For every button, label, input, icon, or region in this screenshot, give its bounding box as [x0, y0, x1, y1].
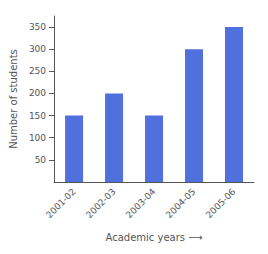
- svg-text:Academic years ⟶: Academic years ⟶: [106, 232, 203, 243]
- svg-text:2005-06: 2005-06: [204, 186, 238, 220]
- svg-text:150: 150: [29, 111, 46, 121]
- svg-text:50: 50: [35, 155, 47, 165]
- svg-text:2003-04: 2003-04: [124, 186, 158, 220]
- svg-text:250: 250: [29, 66, 46, 76]
- svg-text:2004-05: 2004-05: [164, 186, 198, 220]
- svg-text:2002-03: 2002-03: [84, 186, 118, 220]
- svg-text:200: 200: [29, 88, 46, 98]
- svg-text:300: 300: [29, 44, 46, 54]
- svg-text:2001-02: 2001-02: [44, 186, 78, 220]
- svg-text:350: 350: [29, 22, 46, 32]
- svg-text:100: 100: [29, 133, 46, 143]
- svg-text:Number of students: Number of students: [8, 49, 19, 149]
